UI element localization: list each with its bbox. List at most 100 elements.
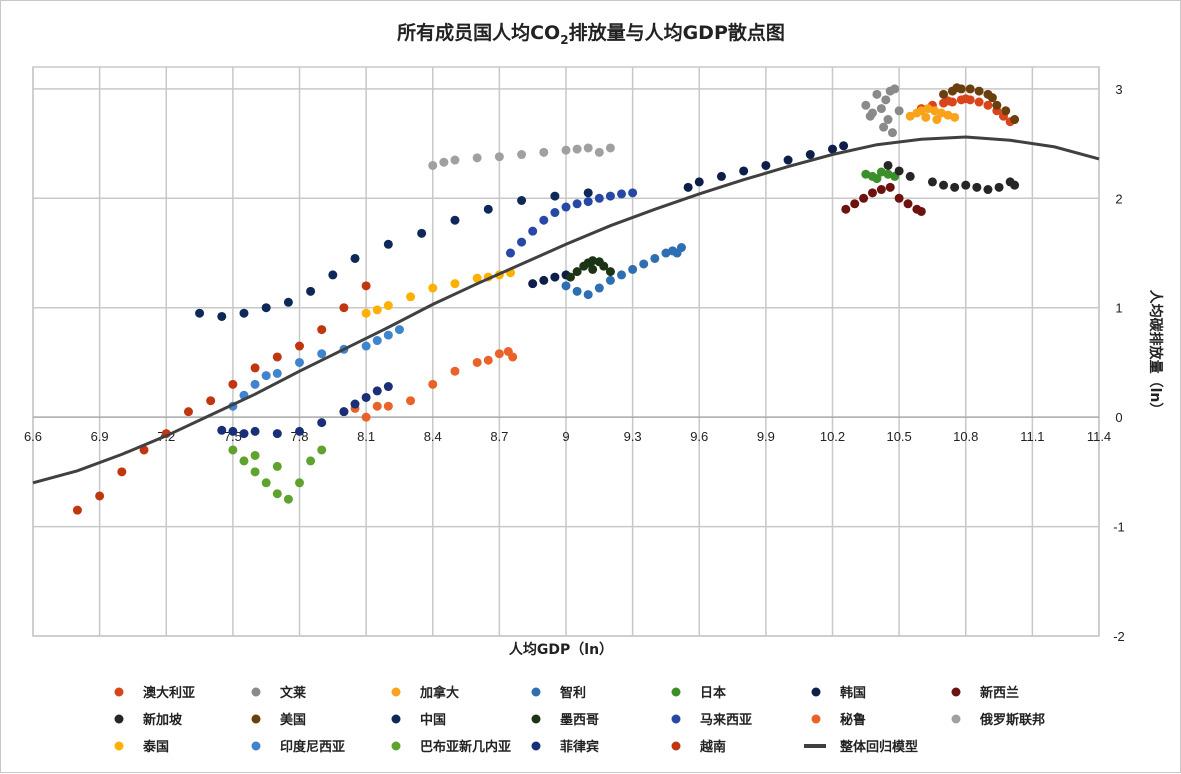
- data-point: [565, 272, 575, 282]
- data-point: [974, 97, 984, 107]
- data-point: [572, 267, 582, 277]
- data-point: [594, 193, 604, 203]
- data-point: [927, 177, 937, 187]
- data-point: [272, 461, 282, 471]
- data-point: [306, 456, 316, 466]
- data-point: [583, 197, 593, 207]
- data-point: [195, 308, 205, 318]
- data-point: [139, 445, 149, 455]
- data-point: [528, 226, 538, 236]
- data-point: [228, 379, 238, 389]
- data-point: [472, 273, 482, 283]
- x-tick-label: 9.6: [690, 429, 708, 444]
- data-point: [239, 456, 249, 466]
- data-point: [987, 93, 997, 103]
- legend-label: 美国: [280, 712, 306, 728]
- data-point: [950, 182, 960, 192]
- legend-marker: [531, 687, 541, 697]
- data-point: [250, 363, 260, 373]
- data-point: [283, 297, 293, 307]
- legend-marker: [391, 714, 401, 724]
- data-point: [961, 94, 971, 104]
- data-point: [361, 341, 371, 351]
- data-point: [450, 366, 460, 376]
- data-point: [943, 96, 953, 106]
- data-point: [494, 349, 504, 359]
- data-point: [383, 330, 393, 340]
- x-tick-label: 7.8: [290, 429, 308, 444]
- data-point: [394, 325, 404, 335]
- data-point: [561, 145, 571, 155]
- data-point: [295, 426, 304, 436]
- legend-label: 印度尼西亚: [280, 739, 345, 755]
- data-point: [628, 264, 638, 274]
- data-point: [992, 100, 1002, 110]
- data-point: [217, 311, 227, 321]
- legend-marker: [811, 687, 821, 697]
- legend-marker: [531, 714, 541, 724]
- data-point: [317, 349, 327, 359]
- data-point: [881, 95, 891, 105]
- data-point: [605, 143, 615, 153]
- legend-marker: [114, 687, 124, 697]
- y-tick-label: 3: [1115, 82, 1122, 97]
- data-point: [583, 143, 593, 153]
- data-point: [272, 429, 282, 439]
- data-point: [572, 286, 582, 296]
- data-point: [572, 144, 582, 154]
- legend-label: 马来西亚: [700, 712, 752, 728]
- data-point: [676, 243, 686, 253]
- legend-marker: [251, 714, 261, 724]
- data-point: [428, 379, 438, 389]
- data-point: [828, 144, 837, 154]
- data-point: [317, 445, 327, 455]
- data-point: [228, 426, 238, 436]
- data-point: [317, 418, 327, 428]
- legend-label: 新西兰: [980, 685, 1019, 701]
- data-point: [517, 237, 527, 247]
- data-point: [372, 401, 382, 411]
- data-point: [505, 248, 515, 258]
- data-point: [239, 429, 249, 439]
- data-point: [588, 264, 598, 274]
- y-tick-label: -1: [1113, 520, 1125, 535]
- legend-label: 中国: [420, 712, 446, 728]
- legend-marker: [114, 714, 124, 724]
- x-tick-label: 11.4: [1087, 429, 1111, 444]
- data-point: [539, 147, 549, 157]
- data-point: [879, 122, 889, 132]
- legend-label: 墨西哥: [560, 712, 599, 728]
- data-point: [983, 185, 993, 195]
- data-point: [272, 352, 282, 362]
- data-point: [903, 199, 913, 209]
- legend-label: 俄罗斯联邦: [979, 712, 1045, 728]
- data-point: [295, 478, 304, 488]
- data-point: [306, 286, 316, 296]
- data-point: [372, 305, 382, 315]
- data-point: [876, 185, 886, 195]
- x-tick-label: 9.3: [624, 429, 642, 444]
- data-point: [95, 491, 105, 501]
- legend-label: 泰国: [142, 739, 169, 755]
- data-point: [617, 270, 627, 280]
- data-point: [361, 412, 371, 422]
- data-point: [839, 141, 849, 151]
- data-point: [406, 292, 416, 302]
- data-point: [994, 182, 1004, 192]
- x-tick-label: 11.1: [1020, 429, 1044, 444]
- y-tick-label: 1: [1115, 301, 1122, 316]
- y-tick-label: -2: [1113, 629, 1125, 644]
- data-point: [1001, 106, 1011, 116]
- data-point: [594, 283, 604, 293]
- data-point: [517, 150, 527, 160]
- data-point: [905, 171, 915, 181]
- legend-label: 加拿大: [419, 685, 459, 701]
- data-point: [428, 160, 438, 170]
- legend-label: 秘鲁: [840, 712, 866, 728]
- data-point: [561, 281, 571, 291]
- x-tick-label: 9.9: [757, 429, 775, 444]
- data-point: [865, 111, 875, 121]
- legend-marker: [671, 687, 681, 697]
- y-tick-label: 2: [1115, 191, 1122, 206]
